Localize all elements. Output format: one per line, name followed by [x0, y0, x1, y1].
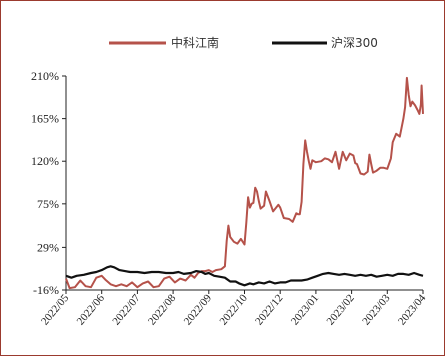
x-tick-label: 2022/07 [110, 292, 143, 328]
series-line-hs300 [65, 265, 424, 287]
x-axis: 2022/05 2022/06 2022/07 2022/08 2022/09 2022/… [39, 289, 429, 328]
x-tick-label: 2023/02 [325, 292, 357, 327]
line-chart: 中科江南 沪深300 210% 165% 120% 75% 29% -16% 2022/0… [31, 35, 429, 328]
x-tick-label: 2023/04 [396, 292, 429, 328]
series-layer [65, 76, 424, 290]
x-tick-label: 2022/12 [253, 292, 285, 327]
y-tick-label: 120% [31, 154, 59, 168]
y-tick-label: 210% [31, 69, 59, 83]
x-tick-label: 2022/08 [146, 292, 179, 328]
x-tick-label: 2023/03 [360, 292, 393, 328]
y-tick-label: 165% [31, 112, 59, 126]
series-line-zhongke [65, 76, 424, 290]
y-tick-label: -16% [33, 283, 59, 297]
legend-label-hs300: 沪深300 [331, 36, 378, 50]
y-tick-label: 75% [37, 197, 59, 211]
legend-label-zhongke: 中科江南 [171, 35, 219, 50]
x-tick-label: 2022/10 [217, 292, 250, 328]
x-tick-label: 2023/01 [289, 292, 321, 327]
x-tick-label: 2022/05 [39, 292, 72, 328]
y-tick-label: 29% [37, 240, 59, 254]
legend: 中科江南 沪深300 [109, 35, 378, 50]
y-axis: 210% 165% 120% 75% 29% -16% [31, 69, 67, 297]
x-tick-label: 2022/06 [75, 292, 108, 328]
x-tick-label: 2022/09 [182, 292, 215, 328]
